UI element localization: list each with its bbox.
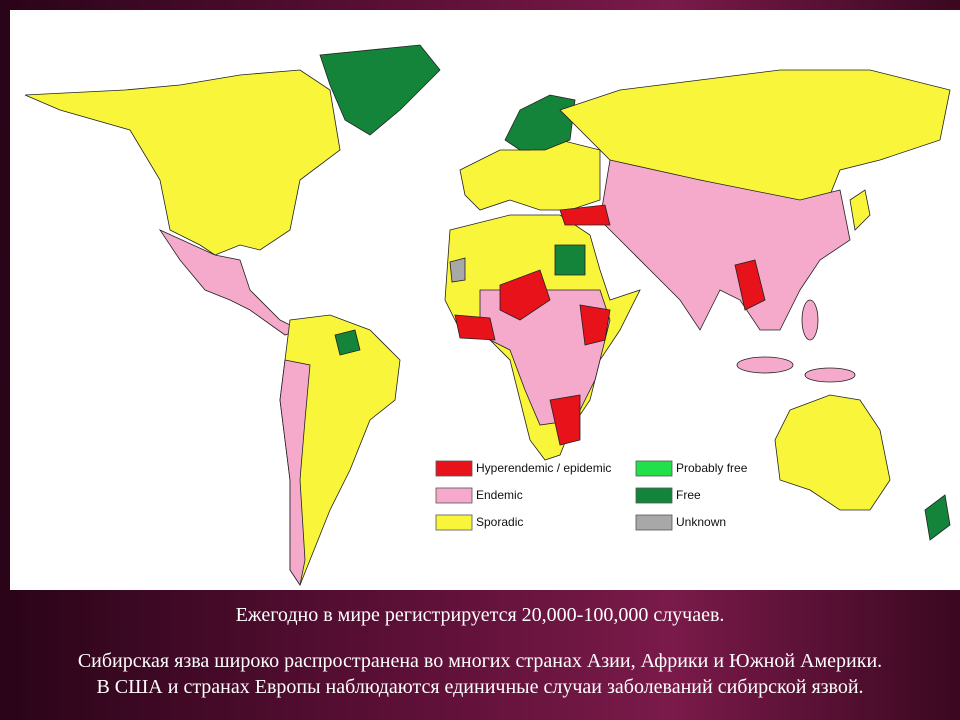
legend-swatch [435, 487, 473, 504]
west-africa [454, 314, 496, 341]
andes-region [279, 359, 311, 587]
zambia [549, 394, 581, 446]
asia [599, 159, 851, 331]
legend: Hyperendemic / epidemic Probably free Ende… [435, 460, 748, 531]
legend-label: Hyperendemic / epidemic [476, 461, 611, 475]
legend-swatch [635, 460, 673, 477]
western-sahara [449, 257, 466, 283]
myanmar [734, 259, 766, 311]
caption-line: Сибирская язва широко распространена во … [77, 650, 883, 672]
new-zealand [924, 494, 951, 541]
caption-line: В США и странах Европы наблюдаются едини… [96, 676, 864, 698]
philippines [801, 299, 819, 341]
legend-label: Free [676, 488, 701, 502]
world-map: Hyperendemic / epidemic Probably free Ende… [10, 10, 960, 590]
north-america [24, 69, 341, 256]
japan [849, 189, 871, 231]
australia [774, 394, 891, 511]
indonesia [736, 356, 794, 374]
islands [804, 367, 856, 383]
turkey [559, 204, 611, 226]
ethiopia [579, 304, 611, 346]
greenland [319, 44, 441, 136]
legend-swatch [435, 514, 473, 531]
legend-swatch [635, 487, 673, 504]
legend-label: Probably free [676, 461, 748, 475]
chad [499, 269, 551, 321]
legend-label: Unknown [676, 515, 726, 529]
legend-label: Sporadic [476, 515, 523, 529]
egypt [554, 244, 586, 276]
legend-swatch [435, 460, 473, 477]
caption-line: Ежегодно в мире регистрируется 20,000-10… [235, 604, 725, 626]
legend-label: Endemic [476, 488, 523, 502]
legend-swatch [635, 514, 673, 531]
guianas [334, 329, 361, 356]
